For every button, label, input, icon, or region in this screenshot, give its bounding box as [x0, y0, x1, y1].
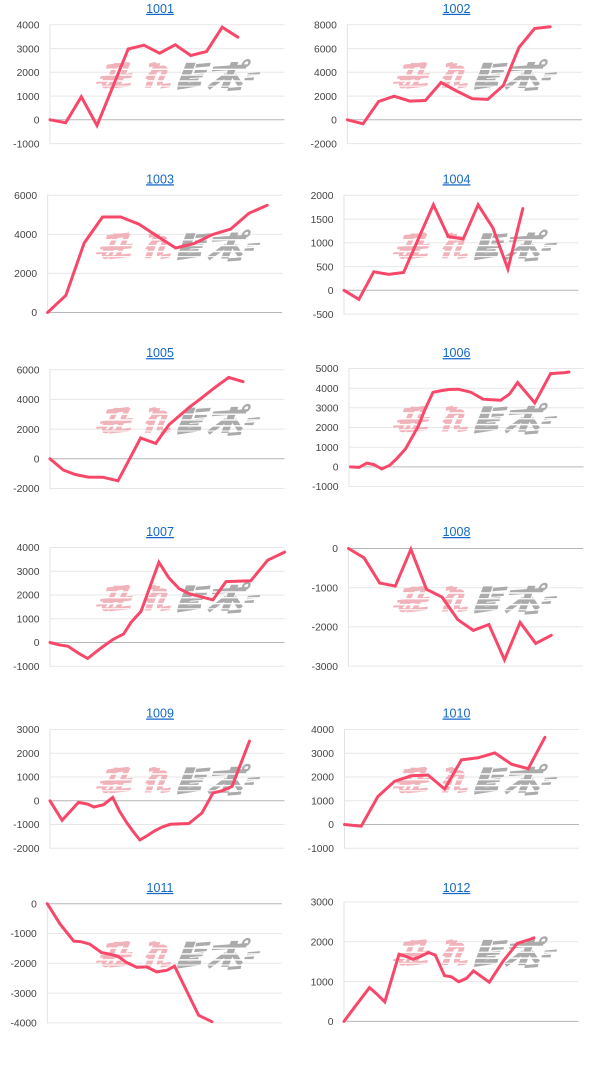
- svg-text:4000: 4000: [316, 384, 339, 395]
- svg-text:1000: 1000: [17, 92, 40, 103]
- svg-text:1000: 1000: [17, 773, 40, 784]
- svg-text:0: 0: [333, 463, 339, 474]
- svg-text:0: 0: [31, 899, 37, 910]
- svg-text:1000: 1000: [311, 239, 334, 250]
- svg-text:2000: 2000: [316, 423, 339, 434]
- svg-text:-2000: -2000: [13, 484, 40, 495]
- svg-text:6000: 6000: [17, 365, 40, 376]
- svg-text:500: 500: [316, 262, 333, 273]
- svg-text:1000: 1000: [316, 443, 339, 454]
- svg-text:0: 0: [34, 116, 40, 127]
- svg-text:6000: 6000: [314, 44, 337, 55]
- svg-text:-1000: -1000: [13, 662, 40, 673]
- svg-text:3000: 3000: [17, 44, 40, 55]
- svg-text:0: 0: [331, 116, 337, 127]
- svg-text:0: 0: [328, 286, 334, 297]
- svg-text:0: 0: [328, 820, 334, 831]
- svg-text:-1000: -1000: [312, 583, 339, 594]
- svg-text:0: 0: [332, 544, 338, 555]
- svg-text:4000: 4000: [17, 395, 40, 406]
- svg-text:-4000: -4000: [10, 1019, 37, 1030]
- svg-text:-2000: -2000: [13, 844, 40, 855]
- svg-text:1012: 1012: [443, 881, 471, 895]
- svg-text:3000: 3000: [316, 404, 339, 415]
- svg-text:4000: 4000: [14, 230, 37, 241]
- svg-text:-1000: -1000: [13, 820, 40, 831]
- svg-text:1000: 1000: [311, 797, 334, 808]
- svg-text:-1000: -1000: [10, 929, 37, 940]
- svg-text:0: 0: [34, 797, 40, 808]
- svg-text:-2000: -2000: [312, 623, 339, 634]
- svg-text:-2000: -2000: [10, 959, 37, 970]
- svg-text:5000: 5000: [316, 364, 339, 375]
- svg-text:-2000: -2000: [311, 139, 338, 150]
- svg-text:-3000: -3000: [10, 989, 37, 1000]
- svg-text:0: 0: [328, 1017, 334, 1028]
- svg-text:2000: 2000: [17, 591, 40, 602]
- svg-text:4000: 4000: [17, 21, 40, 32]
- svg-text:2000: 2000: [311, 938, 334, 949]
- svg-text:1005: 1005: [146, 346, 174, 360]
- svg-text:2000: 2000: [311, 773, 334, 784]
- svg-text:-3000: -3000: [312, 662, 339, 673]
- svg-text:1000: 1000: [311, 977, 334, 988]
- svg-text:2000: 2000: [17, 425, 40, 436]
- svg-text:0: 0: [34, 638, 40, 649]
- svg-text:1009: 1009: [146, 707, 174, 721]
- svg-text:0: 0: [34, 455, 40, 466]
- svg-text:1006: 1006: [443, 346, 471, 360]
- svg-text:1500: 1500: [311, 215, 334, 226]
- svg-text:1010: 1010: [443, 707, 471, 721]
- svg-text:1000: 1000: [17, 615, 40, 626]
- svg-text:4000: 4000: [311, 725, 334, 736]
- svg-text:6000: 6000: [14, 191, 37, 202]
- svg-text:3000: 3000: [311, 898, 334, 909]
- svg-text:2000: 2000: [17, 749, 40, 760]
- svg-text:2000: 2000: [311, 191, 334, 202]
- svg-text:-500: -500: [313, 310, 334, 321]
- svg-text:1008: 1008: [443, 525, 471, 539]
- svg-text:1002: 1002: [443, 2, 471, 16]
- svg-text:-1000: -1000: [13, 139, 40, 150]
- svg-text:4000: 4000: [314, 68, 337, 79]
- svg-text:3000: 3000: [17, 725, 40, 736]
- svg-text:1003: 1003: [146, 172, 174, 186]
- svg-text:1011: 1011: [147, 881, 174, 895]
- svg-text:2000: 2000: [14, 269, 37, 280]
- svg-text:1007: 1007: [146, 525, 174, 539]
- svg-text:0: 0: [31, 308, 37, 319]
- svg-text:2000: 2000: [314, 92, 337, 103]
- svg-text:1004: 1004: [443, 172, 471, 186]
- svg-text:4000: 4000: [17, 543, 40, 554]
- svg-text:2000: 2000: [17, 68, 40, 79]
- svg-text:-1000: -1000: [312, 482, 339, 493]
- svg-text:3000: 3000: [311, 749, 334, 760]
- svg-text:-1000: -1000: [308, 844, 335, 855]
- svg-text:3000: 3000: [17, 567, 40, 578]
- svg-text:1001: 1001: [146, 2, 174, 16]
- svg-text:8000: 8000: [314, 21, 337, 32]
